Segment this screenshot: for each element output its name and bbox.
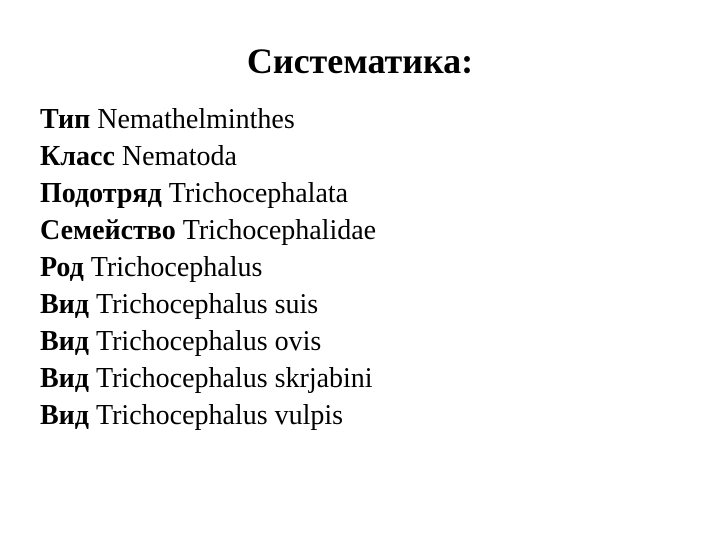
rank-label: Тип xyxy=(40,104,90,135)
taxon-name: Trichocephalus ovis xyxy=(96,326,321,357)
taxon-name: Nematoda xyxy=(122,141,237,172)
rank-label: Подотряд xyxy=(40,178,162,209)
taxon-name: Trichocephalidae xyxy=(183,215,376,246)
page-title: Систематика: xyxy=(40,40,680,82)
taxon-name: Trichocephalus skrjabini xyxy=(96,363,373,394)
taxonomy-row: Вид Trichocephalus skrjabini xyxy=(40,361,680,396)
taxonomy-list: Тип Nemathelminthes Класс Nematoda Подот… xyxy=(40,102,680,433)
taxonomy-row: Вид Trichocephalus suis xyxy=(40,287,680,322)
slide: Систематика: Тип Nemathelminthes Класс N… xyxy=(0,0,720,540)
rank-label: Вид xyxy=(40,289,89,320)
rank-label: Семейство xyxy=(40,215,176,246)
taxon-name: Trichocephalata xyxy=(169,178,348,209)
taxonomy-row: Вид Trichocephalus vulpis xyxy=(40,398,680,433)
rank-label: Вид xyxy=(40,326,89,357)
taxon-name: Trichocephalus xyxy=(91,252,263,283)
taxonomy-row: Подотряд Trichocephalata xyxy=(40,176,680,211)
taxon-name: Trichocephalus vulpis xyxy=(96,400,343,431)
taxon-name: Nemathelminthes xyxy=(97,104,295,135)
taxonomy-row: Класс Nematoda xyxy=(40,139,680,174)
taxonomy-row: Род Trichocephalus xyxy=(40,250,680,285)
rank-label: Класс xyxy=(40,141,115,172)
taxonomy-row: Семейство Trichocephalidae xyxy=(40,213,680,248)
rank-label: Род xyxy=(40,252,84,283)
rank-label: Вид xyxy=(40,400,89,431)
taxonomy-row: Вид Trichocephalus ovis xyxy=(40,324,680,359)
rank-label: Вид xyxy=(40,363,89,394)
taxon-name: Trichocephalus suis xyxy=(96,289,318,320)
taxonomy-row: Тип Nemathelminthes xyxy=(40,102,680,137)
